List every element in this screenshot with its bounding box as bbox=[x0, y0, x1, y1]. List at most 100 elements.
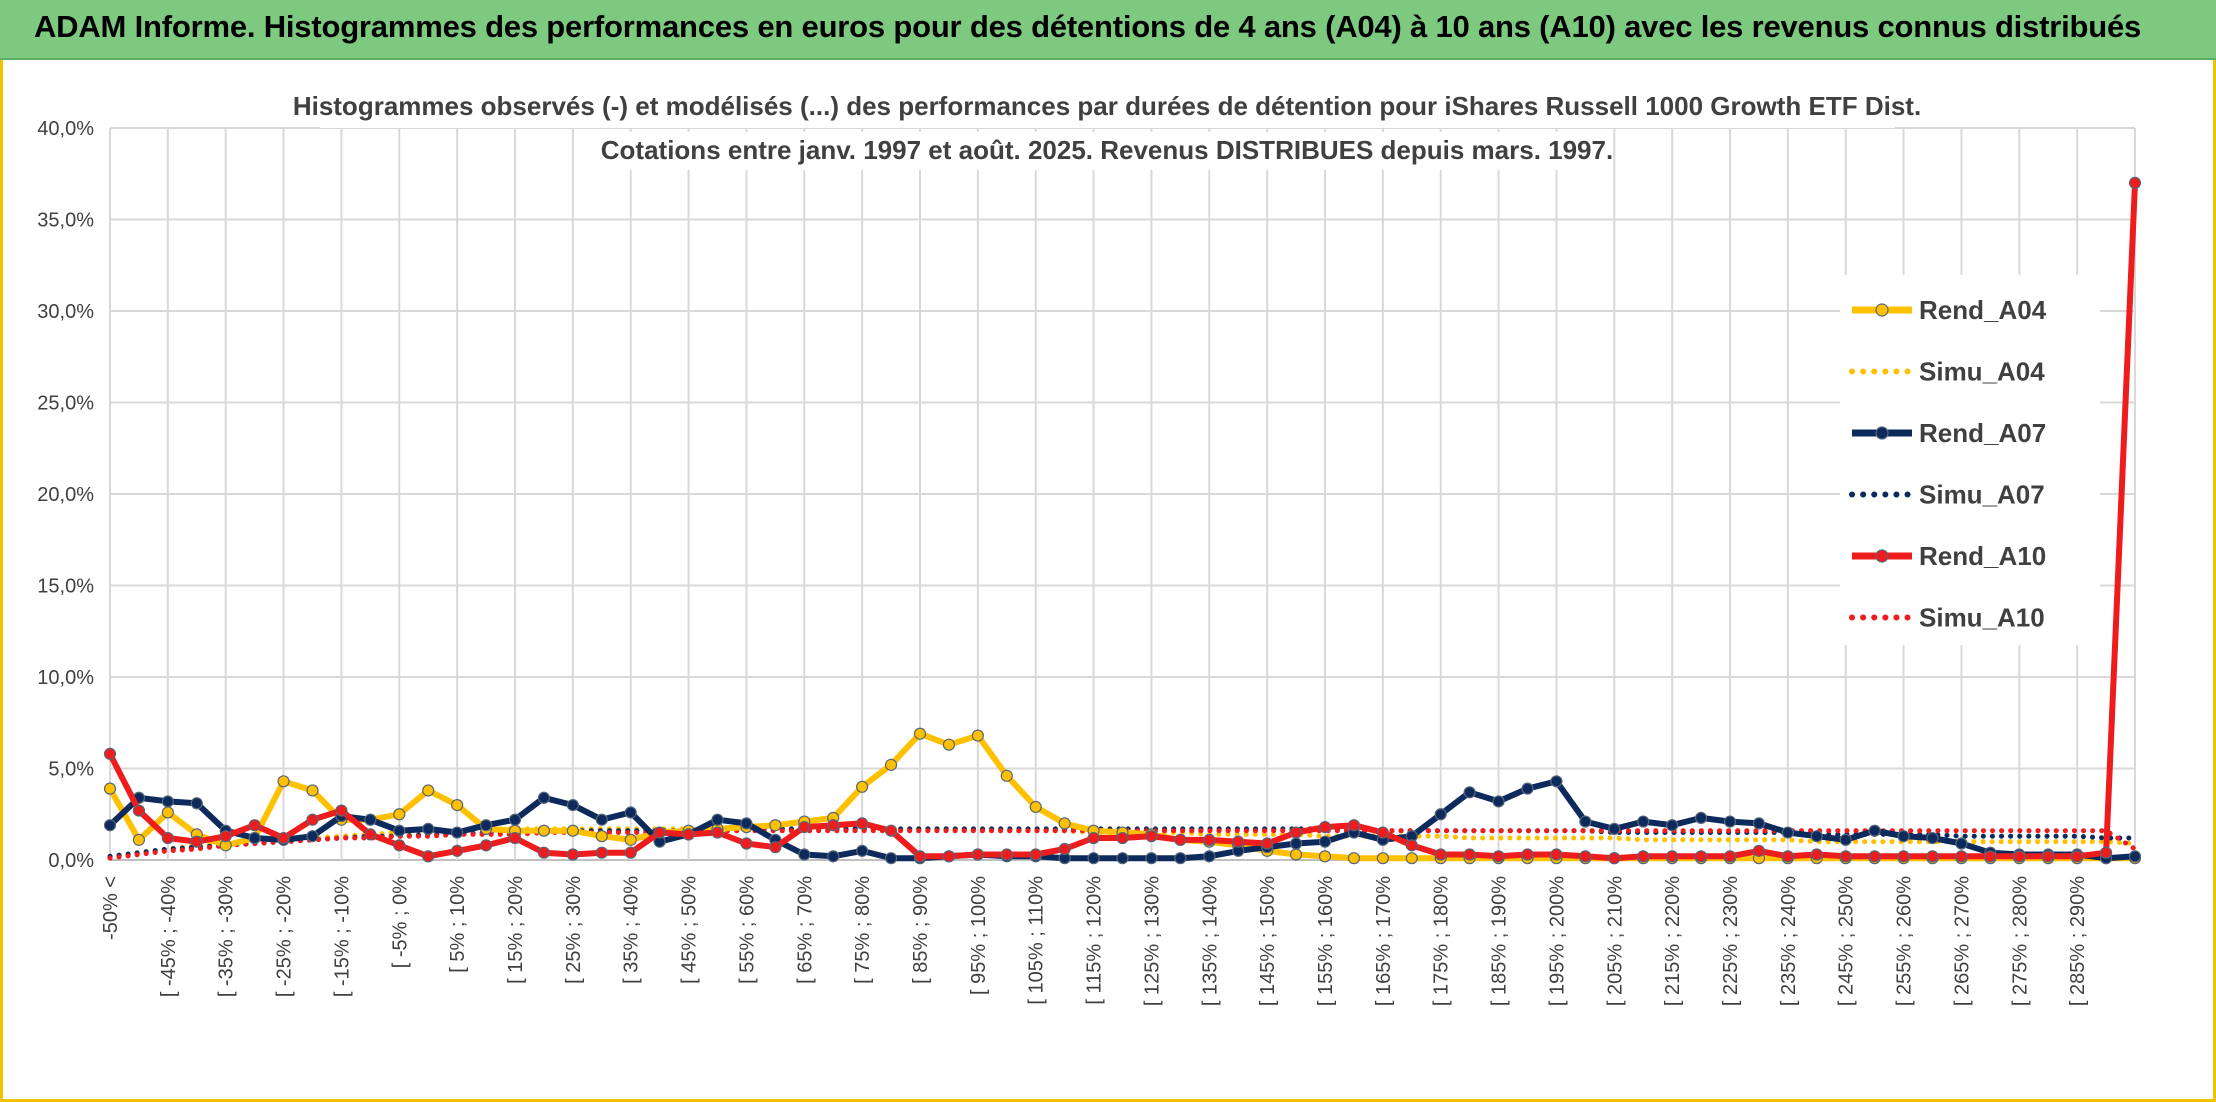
x-tick-label: [ 35% ; 40% bbox=[621, 876, 643, 984]
data-point bbox=[1955, 837, 1968, 850]
data-point bbox=[132, 804, 146, 817]
data-point bbox=[1723, 850, 1737, 863]
data-point bbox=[566, 848, 579, 861]
x-tick-label: [ 245% ; 250% bbox=[1836, 876, 1858, 1006]
y-tick-label: 25,0% bbox=[37, 393, 94, 415]
data-point bbox=[1694, 811, 1708, 825]
legend-item-Rend_A07: Rend_A07 bbox=[1852, 418, 2046, 448]
x-tick-label: [ 285% ; 290% bbox=[2067, 876, 2089, 1006]
data-point bbox=[566, 798, 579, 812]
x-tick-label: [ 5% ; 10% bbox=[447, 876, 469, 973]
y-tick-label: 10,0% bbox=[37, 667, 94, 689]
legend-marker bbox=[1875, 549, 1889, 563]
data-point bbox=[1145, 830, 1158, 843]
data-point bbox=[1203, 833, 1216, 846]
data-point bbox=[103, 819, 117, 832]
data-point bbox=[1521, 848, 1534, 861]
data-point bbox=[856, 817, 869, 830]
data-point bbox=[422, 850, 435, 863]
report-title: ADAM Informe. Histogrammes des performan… bbox=[34, 9, 2142, 44]
data-point bbox=[653, 826, 666, 839]
data-point bbox=[1087, 831, 1100, 845]
data-point bbox=[335, 804, 348, 817]
data-point bbox=[769, 841, 782, 854]
data-point bbox=[393, 839, 406, 852]
data-point bbox=[1868, 850, 1881, 863]
data-point bbox=[682, 828, 695, 841]
x-tick-label: [ 215% ; 220% bbox=[1662, 876, 1684, 1006]
data-point bbox=[190, 835, 203, 848]
data-point bbox=[1261, 837, 1274, 850]
data-point bbox=[451, 798, 464, 812]
data-point bbox=[1897, 850, 1910, 863]
x-tick-label: [ 125% ; 130% bbox=[1141, 876, 1163, 1006]
data-point bbox=[103, 747, 117, 760]
data-point bbox=[1521, 782, 1534, 795]
y-tick-label: 20,0% bbox=[37, 484, 94, 506]
data-point bbox=[769, 819, 782, 832]
data-point bbox=[1058, 817, 1071, 830]
data-point bbox=[1289, 848, 1303, 861]
data-point bbox=[1376, 852, 1389, 865]
data-point bbox=[1289, 837, 1303, 850]
data-point bbox=[306, 784, 319, 797]
x-tick-label: [ 205% ; 210% bbox=[1604, 876, 1626, 1006]
data-point bbox=[1752, 817, 1766, 830]
data-point bbox=[1029, 800, 1042, 814]
legend-label: Rend_A07 bbox=[1919, 418, 2046, 448]
legend-item-Rend_A10: Rend_A10 bbox=[1852, 541, 2046, 571]
data-point bbox=[1000, 769, 1013, 782]
y-tick-label: 35,0% bbox=[37, 210, 94, 232]
data-point bbox=[1550, 848, 1563, 861]
data-point bbox=[1058, 842, 1071, 856]
x-tick-label: [ 235% ; 240% bbox=[1778, 876, 1800, 1006]
data-point bbox=[1492, 850, 1505, 863]
chart-frame bbox=[0, 60, 2216, 1102]
legend-label: Simu_A04 bbox=[1919, 357, 2045, 387]
data-point bbox=[393, 824, 406, 837]
x-tick-label: [ 275% ; 280% bbox=[2009, 876, 2031, 1006]
data-point bbox=[1839, 833, 1852, 846]
x-tick-label: [ 145% ; 150% bbox=[1257, 876, 1279, 1006]
data-point bbox=[1087, 852, 1100, 865]
chart-series bbox=[103, 176, 2142, 865]
legend-marker bbox=[1875, 303, 1889, 317]
data-point bbox=[1289, 826, 1303, 839]
data-point bbox=[1781, 826, 1794, 839]
data-point bbox=[595, 830, 608, 843]
data-point bbox=[913, 850, 927, 863]
data-point bbox=[1752, 844, 1766, 857]
series-Simu_A10 bbox=[107, 828, 2138, 861]
data-point bbox=[1492, 795, 1505, 808]
data-point bbox=[1116, 852, 1129, 865]
data-point bbox=[1174, 852, 1187, 865]
data-point bbox=[1666, 819, 1679, 832]
data-point bbox=[971, 848, 984, 861]
x-tick-label: [ 95% ; 100% bbox=[968, 876, 990, 995]
data-point bbox=[1347, 852, 1361, 865]
data-point bbox=[740, 837, 753, 850]
x-tick-label: [ 45% ; 50% bbox=[679, 876, 701, 984]
legend-label: Rend_A04 bbox=[1919, 295, 2047, 325]
data-point bbox=[566, 824, 579, 837]
data-point bbox=[1839, 850, 1852, 863]
data-point bbox=[2128, 850, 2142, 863]
data-point bbox=[740, 817, 753, 830]
data-point bbox=[1463, 786, 1476, 799]
data-point bbox=[2042, 850, 2055, 863]
x-tick-label: [ 115% ; 120% bbox=[1084, 876, 1106, 1005]
data-point bbox=[508, 831, 522, 845]
data-point bbox=[364, 813, 377, 826]
data-point bbox=[2128, 176, 2142, 190]
data-point bbox=[884, 758, 898, 771]
data-point bbox=[1347, 819, 1361, 832]
x-tick-label: [ 25% ; 30% bbox=[563, 876, 585, 984]
data-point bbox=[248, 819, 261, 832]
data-point bbox=[1666, 850, 1679, 863]
data-point bbox=[1145, 852, 1158, 865]
data-point bbox=[1897, 830, 1910, 843]
data-point bbox=[1463, 848, 1476, 861]
y-tick-label: 40,0% bbox=[37, 118, 94, 140]
data-point bbox=[1984, 850, 1997, 863]
data-point bbox=[537, 791, 551, 804]
